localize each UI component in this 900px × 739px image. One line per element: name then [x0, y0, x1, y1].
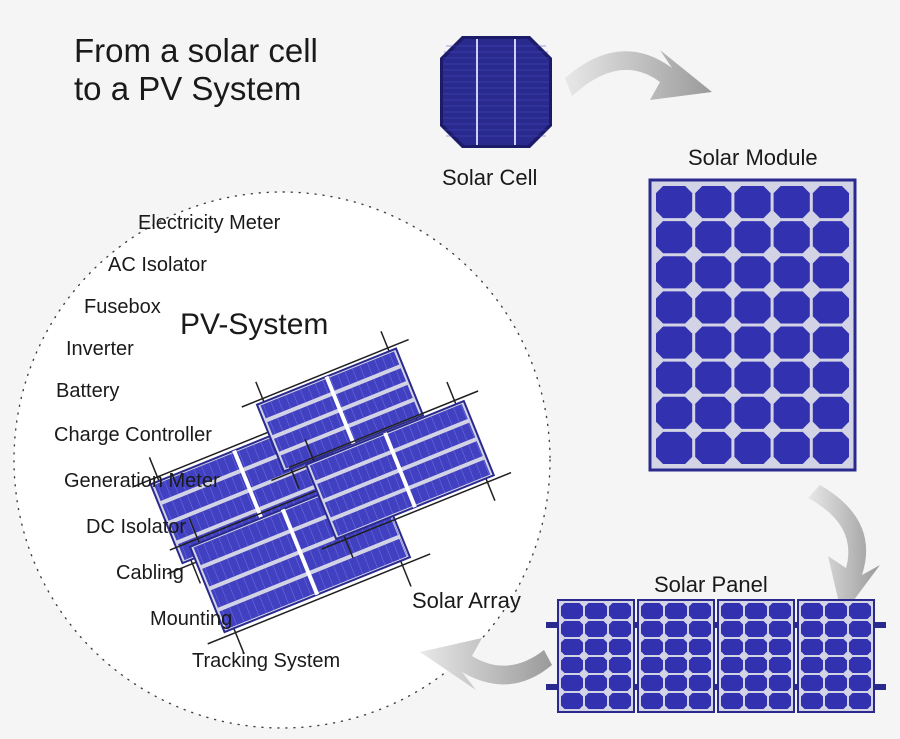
label-solar-module: Solar Module — [688, 145, 818, 171]
label-solar-panel: Solar Panel — [654, 572, 768, 598]
component-label: Electricity Meter — [138, 212, 280, 235]
arrow-cell-to-module — [565, 50, 712, 100]
label-solar-cell: Solar Cell — [442, 165, 537, 191]
component-label: AC Isolator — [108, 254, 207, 277]
component-label: Generation Meter — [64, 470, 220, 493]
diagram-svg — [0, 0, 900, 739]
component-label: Fusebox — [84, 296, 161, 319]
solar-panel-graphic — [546, 600, 886, 712]
component-label: Battery — [56, 380, 119, 403]
diagram-stage: From a solar cell to a PV System — [0, 0, 900, 739]
component-label: Tracking System — [192, 650, 340, 673]
component-label: Inverter — [66, 338, 134, 361]
component-label: DC Isolator — [86, 516, 186, 539]
solar-module-graphic — [650, 180, 855, 470]
component-label: Charge Controller — [54, 424, 212, 447]
label-solar-array: Solar Array — [412, 588, 521, 614]
arrow-module-to-panel — [808, 485, 880, 616]
solar-cell-graphic — [440, 36, 552, 148]
component-label: Cabling — [116, 562, 184, 585]
label-pv-system: PV-System — [180, 308, 328, 342]
component-label: Mounting — [150, 608, 232, 631]
